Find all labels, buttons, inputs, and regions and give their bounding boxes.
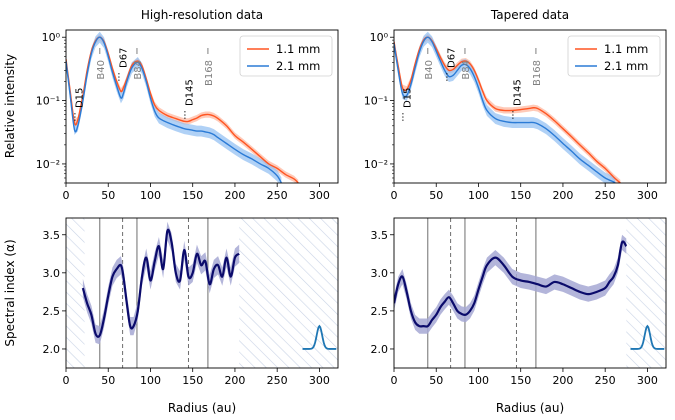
alpha-uncertainty-band [82,221,240,345]
alpha-line [81,228,240,338]
x-tick-label: 50 [101,374,115,387]
y-tick-label: 3.0 [371,267,389,280]
x-tick-label: 250 [267,189,288,202]
annotation-b40: B40 [424,60,435,80]
y-tick-label: 3.0 [43,267,61,280]
y-tick-label: 2.5 [43,305,61,318]
x-tick-label: 50 [429,374,443,387]
x-tick-label: 150 [510,189,531,202]
uncertainty-band-2p1mm [66,31,282,183]
legend: 1.1 mm 2.1 mm [567,35,661,77]
annotation-d145: D145 [512,79,523,106]
ylabel-bottom: Spectral index (α) [3,239,17,346]
x-tick-label: 0 [391,374,398,387]
uncertainty-band-2p1mm [394,31,616,183]
x-tick-label: 200 [552,189,573,202]
hatched-region [66,218,85,368]
alpha-uncertainty-band [394,234,627,334]
annotation-b168: B168 [532,60,543,86]
plot-area: D15 ··· B40 D67 ··· B84 D145 ··· B168 [66,31,299,183]
x-tick-label: 200 [224,374,245,387]
x-tick-label: 150 [510,374,531,387]
plot-area [66,218,338,368]
plot-area [394,218,666,368]
x-tick-label: 100 [468,189,489,202]
y-tick-label: 2.0 [43,343,61,356]
gap-dots: ··· [115,72,126,82]
x-tick-label: 150 [182,189,203,202]
x-tick-label: 100 [140,374,161,387]
uncertainty-band-1p1mm [66,34,299,183]
beam-profile [630,324,665,350]
x-tick-label: 250 [595,189,616,202]
y-tick-label: 3.5 [43,229,61,242]
ylabel-top: Relative intensity [3,54,17,158]
y-tick-label: 10⁻¹ [364,95,388,108]
gap-dots: ··· [508,110,519,120]
panel-top-right: D15 ··· B40 D67 ··· B84 D145 ··· B168 0 50 100 150 20… [364,29,667,202]
x-tick-label: 200 [224,189,245,202]
y-tick-label: 10⁻¹ [36,95,60,108]
panel-bottom-right: 0 50 100 150 200 250 300 2.0 2.5 3.0 3.5 [371,217,667,387]
x-tick-label: 100 [468,374,489,387]
legend-label: 2.1 mm [276,59,320,73]
x-tick-label: 300 [637,374,658,387]
annotation-d15: D15 [75,88,86,108]
legend: 1.1 mm 2.1 mm [239,35,333,77]
y-tick-label: 10⁰ [42,31,61,44]
annotation-b84: B84 [133,60,144,80]
y-tick-label: 2.5 [371,305,389,318]
y-tick-label: 2.0 [371,343,389,356]
xlabel-right: Radius (au) [496,401,564,415]
x-tick-label: 150 [182,374,203,387]
title-left: High-resolution data [141,8,263,22]
x-tick-label: 300 [637,189,658,202]
annotation-b40: B40 [96,60,107,80]
axes-frame [393,217,667,369]
x-tick-label: 0 [63,189,70,202]
legend-label: 1.1 mm [276,42,320,56]
legend-label: 2.1 mm [604,59,648,73]
x-tick-label: 250 [267,374,288,387]
x-tick-label: 0 [391,189,398,202]
x-tick-label: 300 [309,374,330,387]
x-tick-label: 100 [140,189,161,202]
alpha-line [394,240,628,328]
title-right: Tapered data [490,8,569,22]
x-tick-label: 50 [101,189,115,202]
gap-dots: ··· [71,112,82,122]
hatched-region [239,218,338,368]
annotation-d145: D145 [184,79,195,106]
axes-frame [65,217,339,369]
x-tick-label: 250 [595,374,616,387]
annotation-d67: D67 [119,48,130,68]
y-tick-label: 3.5 [371,229,389,242]
gap-dots: ··· [443,72,454,82]
series-line-2p1mm [66,36,283,183]
panel-bottom-left: 0 50 100 150 200 250 300 2.0 2.5 3.0 3.5 [43,217,339,387]
gap-dots: ··· [180,110,191,120]
annotation-d15: D15 [403,88,414,108]
y-tick-label: 10⁻² [364,158,388,171]
y-tick-label: 10⁻² [36,158,60,171]
x-tick-label: 300 [309,189,330,202]
annotation-d67: D67 [447,48,458,68]
xlabel-left: Radius (au) [168,401,236,415]
gap-dots: ··· [399,112,410,122]
annotation-b84: B84 [461,60,472,80]
series-line-2p1mm [394,36,616,183]
beam-profile [302,324,337,350]
x-tick-label: 0 [63,374,70,387]
plot-area: D15 ··· B40 D67 ··· B84 D145 ··· B168 [394,31,621,183]
y-tick-label: 10⁰ [370,31,389,44]
x-tick-label: 50 [429,189,443,202]
x-tick-label: 200 [552,374,573,387]
hatched-region [626,218,666,368]
annotation-b168: B168 [204,60,215,86]
series-line-1p1mm [394,36,621,183]
legend-label: 1.1 mm [604,42,648,56]
panel-top-left: D15 ··· B40 D67 ··· B84 D145 ··· B168 0 50 100 150 20… [36,29,339,202]
